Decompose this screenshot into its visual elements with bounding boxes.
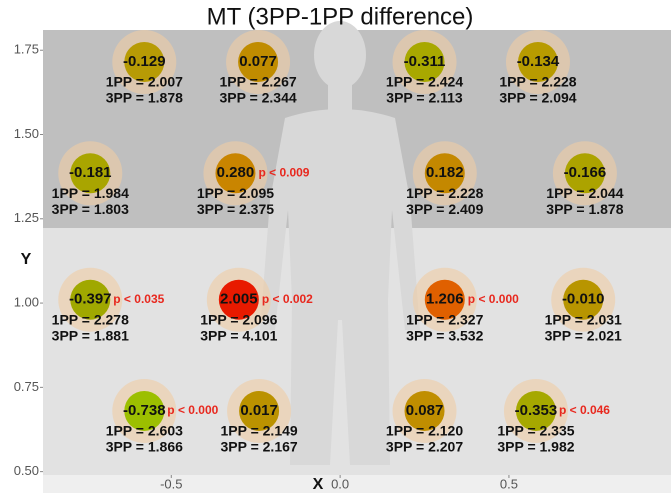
y-tick-label: 0.50	[14, 463, 39, 478]
pp3-label: 3PP = 2.021	[545, 327, 622, 343]
pp3-label: 3PP = 3.532	[406, 327, 483, 343]
x-axis-label: X	[313, 476, 324, 493]
pp3-label: 3PP = 1.878	[546, 201, 623, 217]
chart-title: MT (3PP-1PP difference)	[207, 3, 474, 30]
value-label: 0.280	[217, 164, 255, 181]
p-label: p < 0.035	[113, 292, 164, 306]
pp3-label: 3PP = 2.167	[220, 439, 297, 455]
pp1-label: 1PP = 2.031	[545, 311, 622, 327]
p-label: p < 0.009	[258, 165, 309, 179]
pp1-label: 1PP = 1.984	[52, 185, 129, 201]
pp1-label: 1PP = 2.228	[406, 185, 483, 201]
pp3-label: 3PP = 2.113	[386, 90, 463, 106]
x-tick-label: -0.5	[160, 476, 182, 491]
chart: MT (3PP-1PP difference) Y X 0.50 0.75 1.00…	[0, 0, 671, 493]
pp3-label: 3PP = 1.866	[106, 439, 183, 455]
pp1-label: 1PP = 2.007	[106, 74, 183, 90]
y-axis-label: Y	[21, 251, 32, 268]
value-label: -0.397	[69, 291, 112, 308]
pp1-label: 1PP = 2.120	[386, 423, 463, 439]
pp1-label: 1PP = 2.278	[52, 311, 129, 327]
value-label: 0.182	[426, 164, 464, 181]
value-label: 1.206	[426, 291, 464, 308]
pp1-label: 1PP = 2.267	[219, 74, 296, 90]
y-tick-label: 1.25	[14, 210, 39, 225]
value-label: 0.017	[240, 402, 278, 419]
p-label: p < 0.000	[468, 292, 519, 306]
value-label: -0.181	[69, 164, 112, 181]
value-label: 0.077	[239, 53, 277, 70]
value-label: -0.129	[123, 53, 166, 70]
x-tick-label: 0.5	[500, 476, 518, 491]
p-label: p < 0.046	[559, 403, 610, 417]
x-tick-label: 0.0	[331, 476, 349, 491]
p-label: p < 0.002	[262, 292, 313, 306]
axis-strip	[43, 475, 671, 493]
value-label: -0.134	[517, 53, 560, 70]
pp3-label: 3PP = 1.982	[497, 439, 574, 455]
pp3-label: 3PP = 2.207	[386, 439, 463, 455]
value-label: 2.005	[220, 291, 258, 308]
pp3-label: 3PP = 2.094	[499, 90, 576, 106]
pp1-label: 1PP = 2.603	[106, 423, 183, 439]
pp1-label: 1PP = 2.044	[546, 185, 623, 201]
pp3-label: 3PP = 1.881	[52, 327, 129, 343]
pp3-label: 3PP = 1.803	[52, 201, 129, 217]
pp1-label: 1PP = 2.095	[197, 185, 274, 201]
pp3-label: 3PP = 2.375	[197, 201, 274, 217]
pp1-label: 1PP = 2.327	[406, 311, 483, 327]
pp1-label: 1PP = 2.335	[497, 423, 574, 439]
y-tick-label: 1.00	[14, 295, 39, 310]
pp1-label: 1PP = 2.424	[386, 74, 463, 90]
pp1-label: 1PP = 2.096	[200, 311, 277, 327]
p-label: p < 0.000	[167, 403, 218, 417]
pp3-label: 3PP = 1.878	[106, 90, 183, 106]
y-tick-label: 0.75	[14, 379, 39, 394]
value-label: -0.166	[564, 164, 607, 181]
value-label: -0.311	[404, 53, 446, 70]
value-label: -0.738	[123, 402, 166, 419]
pp3-label: 3PP = 2.344	[219, 90, 296, 106]
y-tick-label: 1.50	[14, 126, 39, 141]
pp3-label: 3PP = 4.101	[200, 327, 277, 343]
value-label: -0.010	[562, 291, 605, 308]
pp1-label: 1PP = 2.228	[499, 74, 576, 90]
value-label: -0.353	[515, 402, 558, 419]
value-label: 0.087	[406, 402, 444, 419]
pp1-label: 1PP = 2.149	[220, 423, 297, 439]
y-tick-label: 1.75	[14, 42, 39, 57]
pp3-label: 3PP = 2.409	[406, 201, 483, 217]
